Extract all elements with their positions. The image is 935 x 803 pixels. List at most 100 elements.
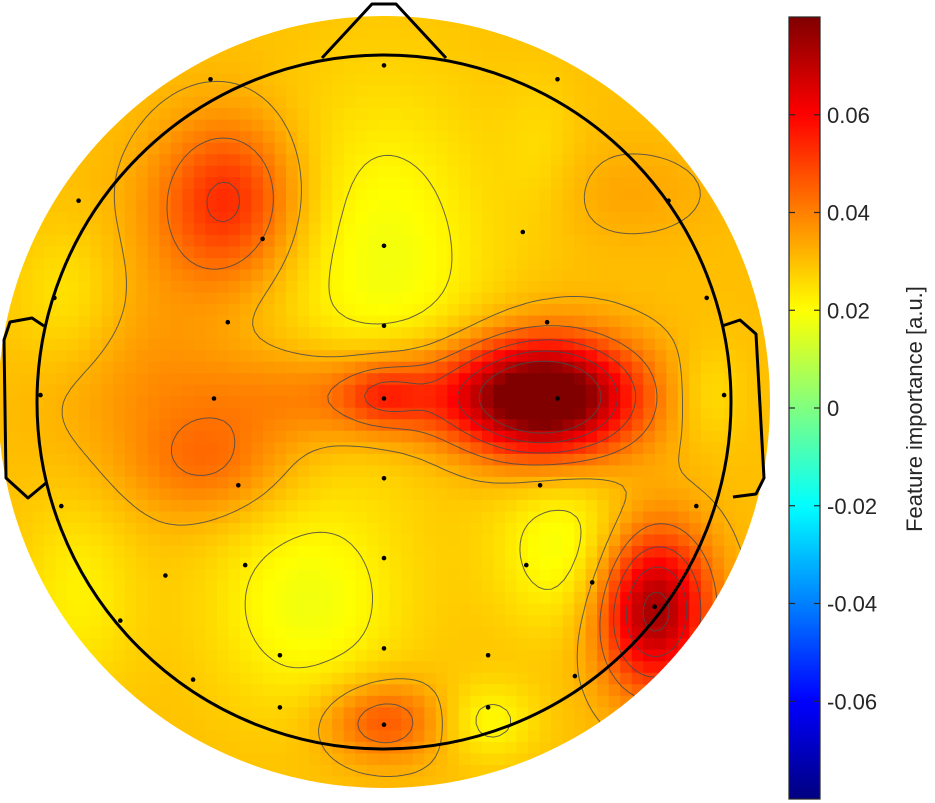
map-cell xyxy=(55,430,68,443)
map-cell xyxy=(44,188,57,201)
map-cell xyxy=(539,96,552,109)
map-cell xyxy=(516,96,529,109)
map-cell xyxy=(585,707,598,720)
map-cell xyxy=(55,292,68,305)
map-cell xyxy=(355,281,368,294)
map-cell xyxy=(551,108,564,121)
map-cell xyxy=(493,453,506,466)
map-cell xyxy=(574,96,587,109)
map-cell xyxy=(643,580,656,593)
map-cell xyxy=(389,695,402,708)
map-cell xyxy=(90,246,103,259)
map-cell xyxy=(286,211,299,224)
map-cell xyxy=(263,257,276,271)
map-cell xyxy=(44,200,57,213)
map-cell xyxy=(170,131,183,144)
map-cell xyxy=(297,407,310,420)
map-cell xyxy=(332,211,345,224)
electrode-marker xyxy=(277,705,283,710)
map-cell xyxy=(101,350,114,363)
map-cell xyxy=(470,373,483,386)
map-cell xyxy=(666,269,679,282)
map-cell xyxy=(447,661,460,674)
map-cell xyxy=(343,165,356,178)
map-cell xyxy=(32,592,45,605)
map-cell xyxy=(67,476,80,490)
map-cell xyxy=(159,142,172,155)
left-ear-outline xyxy=(2,316,47,500)
map-cell xyxy=(539,39,552,52)
map-cell xyxy=(216,695,230,708)
map-cell xyxy=(401,142,414,155)
map-cell xyxy=(309,292,322,305)
map-cell xyxy=(101,327,114,340)
map-cell xyxy=(712,384,725,397)
map-cell xyxy=(643,281,656,294)
map-cell xyxy=(551,142,564,155)
map-cell xyxy=(182,292,195,305)
map-cell xyxy=(504,407,518,420)
map-cell xyxy=(182,361,195,374)
map-cell xyxy=(101,453,114,466)
map-cell xyxy=(274,741,287,755)
map-cell xyxy=(585,96,598,109)
map-cell xyxy=(470,407,483,420)
map-cell xyxy=(193,626,206,639)
map-cell xyxy=(389,465,402,478)
map-cell xyxy=(309,661,322,674)
map-cell xyxy=(113,338,126,351)
map-cell xyxy=(21,292,34,305)
map-cell xyxy=(620,119,633,132)
map-cell xyxy=(401,292,414,305)
map-cell xyxy=(239,257,253,271)
map-cell xyxy=(355,327,368,340)
map-cell xyxy=(493,304,506,317)
map-cell xyxy=(516,741,529,755)
map-cell xyxy=(412,211,425,224)
map-cell xyxy=(147,499,160,513)
map-cell xyxy=(251,522,264,536)
map-cell xyxy=(263,350,276,363)
map-cell xyxy=(343,361,356,374)
map-cell xyxy=(723,281,737,294)
map-cell xyxy=(389,430,402,443)
map-cell xyxy=(516,338,529,351)
map-cell xyxy=(666,569,679,582)
map-cell xyxy=(216,546,230,559)
map-cell xyxy=(516,626,529,639)
map-cell xyxy=(147,119,160,132)
map-cell xyxy=(435,569,448,582)
map-cell xyxy=(182,718,195,731)
map-cell xyxy=(689,488,702,501)
map-cell xyxy=(574,315,587,328)
map-cell xyxy=(631,649,644,662)
map-cell xyxy=(366,154,379,167)
map-cell xyxy=(389,488,402,501)
map-cell xyxy=(366,718,379,731)
map-cell xyxy=(343,223,356,236)
map-cell xyxy=(193,569,206,582)
map-cell xyxy=(113,476,126,490)
map-cell xyxy=(309,707,322,720)
map-cell xyxy=(124,211,137,224)
map-cell xyxy=(677,327,690,340)
map-cell xyxy=(551,430,564,443)
map-cell xyxy=(136,546,149,559)
map-cell xyxy=(389,592,402,605)
map-cell xyxy=(78,338,91,351)
map-cell xyxy=(458,373,472,386)
map-cell xyxy=(286,419,299,432)
map-cell xyxy=(21,304,34,317)
map-cell xyxy=(412,511,425,524)
map-cell xyxy=(389,27,402,40)
map-cell xyxy=(585,223,598,236)
map-cell xyxy=(654,234,667,248)
map-cell xyxy=(504,142,518,155)
map-cell xyxy=(309,62,322,75)
map-cell xyxy=(481,211,495,224)
map-cell xyxy=(182,741,195,755)
map-cell xyxy=(470,557,483,570)
map-cell xyxy=(251,223,264,236)
map-cell xyxy=(101,488,114,501)
map-cell xyxy=(251,281,264,294)
